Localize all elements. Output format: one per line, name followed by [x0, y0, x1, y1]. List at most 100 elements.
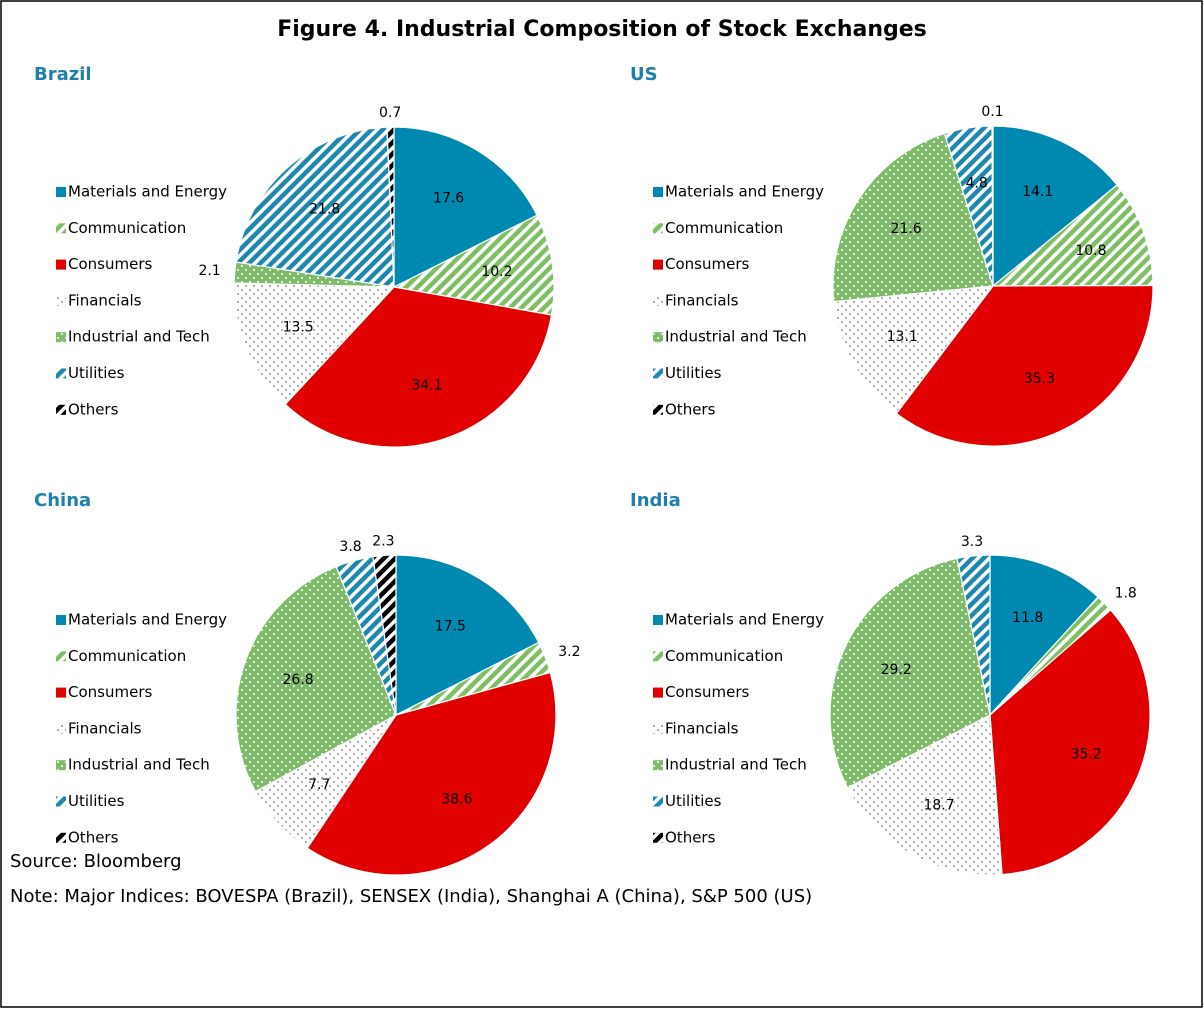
- data-label: 2.3: [372, 533, 394, 549]
- data-label: 11.8: [1012, 610, 1043, 626]
- data-label: 10.2: [481, 264, 512, 280]
- data-label: 0.1: [981, 104, 1003, 120]
- legend-label: Materials and Energy: [68, 611, 227, 629]
- legend-label: Industrial and Tech: [68, 328, 210, 346]
- pie-slice: [395, 554, 540, 716]
- legend-label: Materials and Energy: [68, 183, 227, 201]
- legend-label: Consumers: [68, 683, 152, 701]
- legend-swatch: [56, 332, 66, 343]
- pie-slice: [829, 557, 991, 789]
- pie-slice: [833, 285, 995, 415]
- data-label: 13.5: [283, 319, 314, 335]
- pie-slice: [991, 184, 1154, 287]
- pie-slice: [393, 126, 538, 288]
- data-label: 17.5: [435, 618, 466, 634]
- pie-title: India: [630, 490, 681, 511]
- pie-slice: [284, 286, 553, 448]
- data-label: 3.3: [961, 534, 983, 550]
- legend-label: Industrial and Tech: [68, 756, 210, 774]
- pie-slice: [235, 565, 397, 793]
- data-label: 2.1: [198, 263, 220, 279]
- pie-slice: [306, 671, 557, 876]
- figure-title: Figure 4. Industrial Composition of Stoc…: [277, 17, 927, 42]
- legend-label: Communication: [665, 647, 783, 665]
- pie-slice: [386, 126, 395, 288]
- legend-swatch: [653, 223, 663, 234]
- note: Note: Major Indices: BOVESPA (Brazil), S…: [10, 886, 812, 907]
- legend-label: Materials and Energy: [665, 183, 824, 201]
- legend-label: Utilities: [665, 792, 722, 810]
- legend-swatch: [653, 687, 663, 698]
- legend-label: Utilities: [68, 792, 125, 810]
- pie-slice: [372, 554, 397, 716]
- data-label: 10.8: [1075, 243, 1106, 259]
- legend-label: Others: [68, 400, 119, 418]
- legend-swatch: [653, 404, 663, 415]
- legend-swatch: [653, 332, 663, 343]
- legend-swatch: [653, 760, 663, 771]
- legend-label: Communication: [68, 647, 186, 665]
- data-label: 34.1: [411, 378, 442, 394]
- legend-label: Others: [665, 400, 716, 418]
- pie-slice: [832, 132, 994, 303]
- data-label: 26.8: [283, 672, 314, 688]
- legend-label: Communication: [665, 219, 783, 237]
- data-label: 4.8: [966, 175, 988, 191]
- legend-label: Financials: [665, 291, 739, 309]
- pie-title: China: [34, 490, 91, 511]
- legend-swatch: [653, 187, 663, 197]
- pie-title: US: [630, 64, 658, 85]
- legend-swatch: [56, 615, 66, 625]
- legend-label: Materials and Energy: [665, 611, 824, 629]
- legend-swatch: [56, 760, 66, 771]
- legend-swatch: [56, 404, 66, 415]
- data-label: 3.8: [339, 539, 361, 555]
- data-label: 21.6: [891, 221, 922, 237]
- data-label: 35.2: [1071, 746, 1102, 762]
- legend-swatch: [653, 615, 663, 625]
- pie-slice: [846, 714, 1003, 876]
- legend-label: Financials: [665, 719, 739, 737]
- data-label: 35.3: [1024, 371, 1055, 387]
- legend-swatch: [653, 832, 663, 843]
- legend-label: Communication: [68, 219, 186, 237]
- legend-swatch: [56, 368, 66, 379]
- pie-slice: [235, 126, 395, 288]
- pie-slice: [989, 609, 1151, 876]
- pie-slice: [233, 282, 396, 406]
- pie-slice: [989, 554, 1099, 717]
- pie-title: Brazil: [34, 64, 92, 85]
- data-label: 38.6: [441, 791, 472, 807]
- data-label: 14.1: [1022, 184, 1053, 200]
- legend-swatch: [56, 295, 66, 306]
- pie-slice: [991, 125, 994, 287]
- data-label: 7.7: [308, 777, 330, 793]
- legend-swatch: [653, 651, 663, 662]
- data-label: 17.6: [433, 190, 464, 206]
- pie-slice: [956, 554, 991, 716]
- legend-label: Utilities: [665, 364, 722, 382]
- data-label: 1.8: [1115, 586, 1137, 602]
- data-label: 18.7: [923, 798, 954, 814]
- legend-swatch: [653, 295, 663, 306]
- legend-label: Consumers: [68, 255, 152, 273]
- legend-label: Financials: [68, 291, 142, 309]
- legend-swatch: [653, 723, 663, 734]
- legend-label: Industrial and Tech: [665, 328, 807, 346]
- pie-slice: [992, 125, 1118, 288]
- source: Source: Bloomberg: [10, 851, 182, 872]
- legend-swatch: [56, 187, 66, 197]
- legend-swatch: [56, 223, 66, 234]
- data-label: 21.8: [309, 201, 340, 217]
- pie-slice: [895, 284, 1154, 447]
- legend-swatch: [653, 796, 663, 807]
- legend-label: Utilities: [68, 364, 125, 382]
- legend-swatch: [653, 368, 663, 379]
- legend-label: Others: [665, 828, 716, 846]
- legend-label: Financials: [68, 719, 142, 737]
- data-label: 3.2: [558, 644, 580, 660]
- legend-swatch: [56, 259, 66, 270]
- pie-slice: [392, 214, 555, 316]
- legend-swatch: [56, 651, 66, 662]
